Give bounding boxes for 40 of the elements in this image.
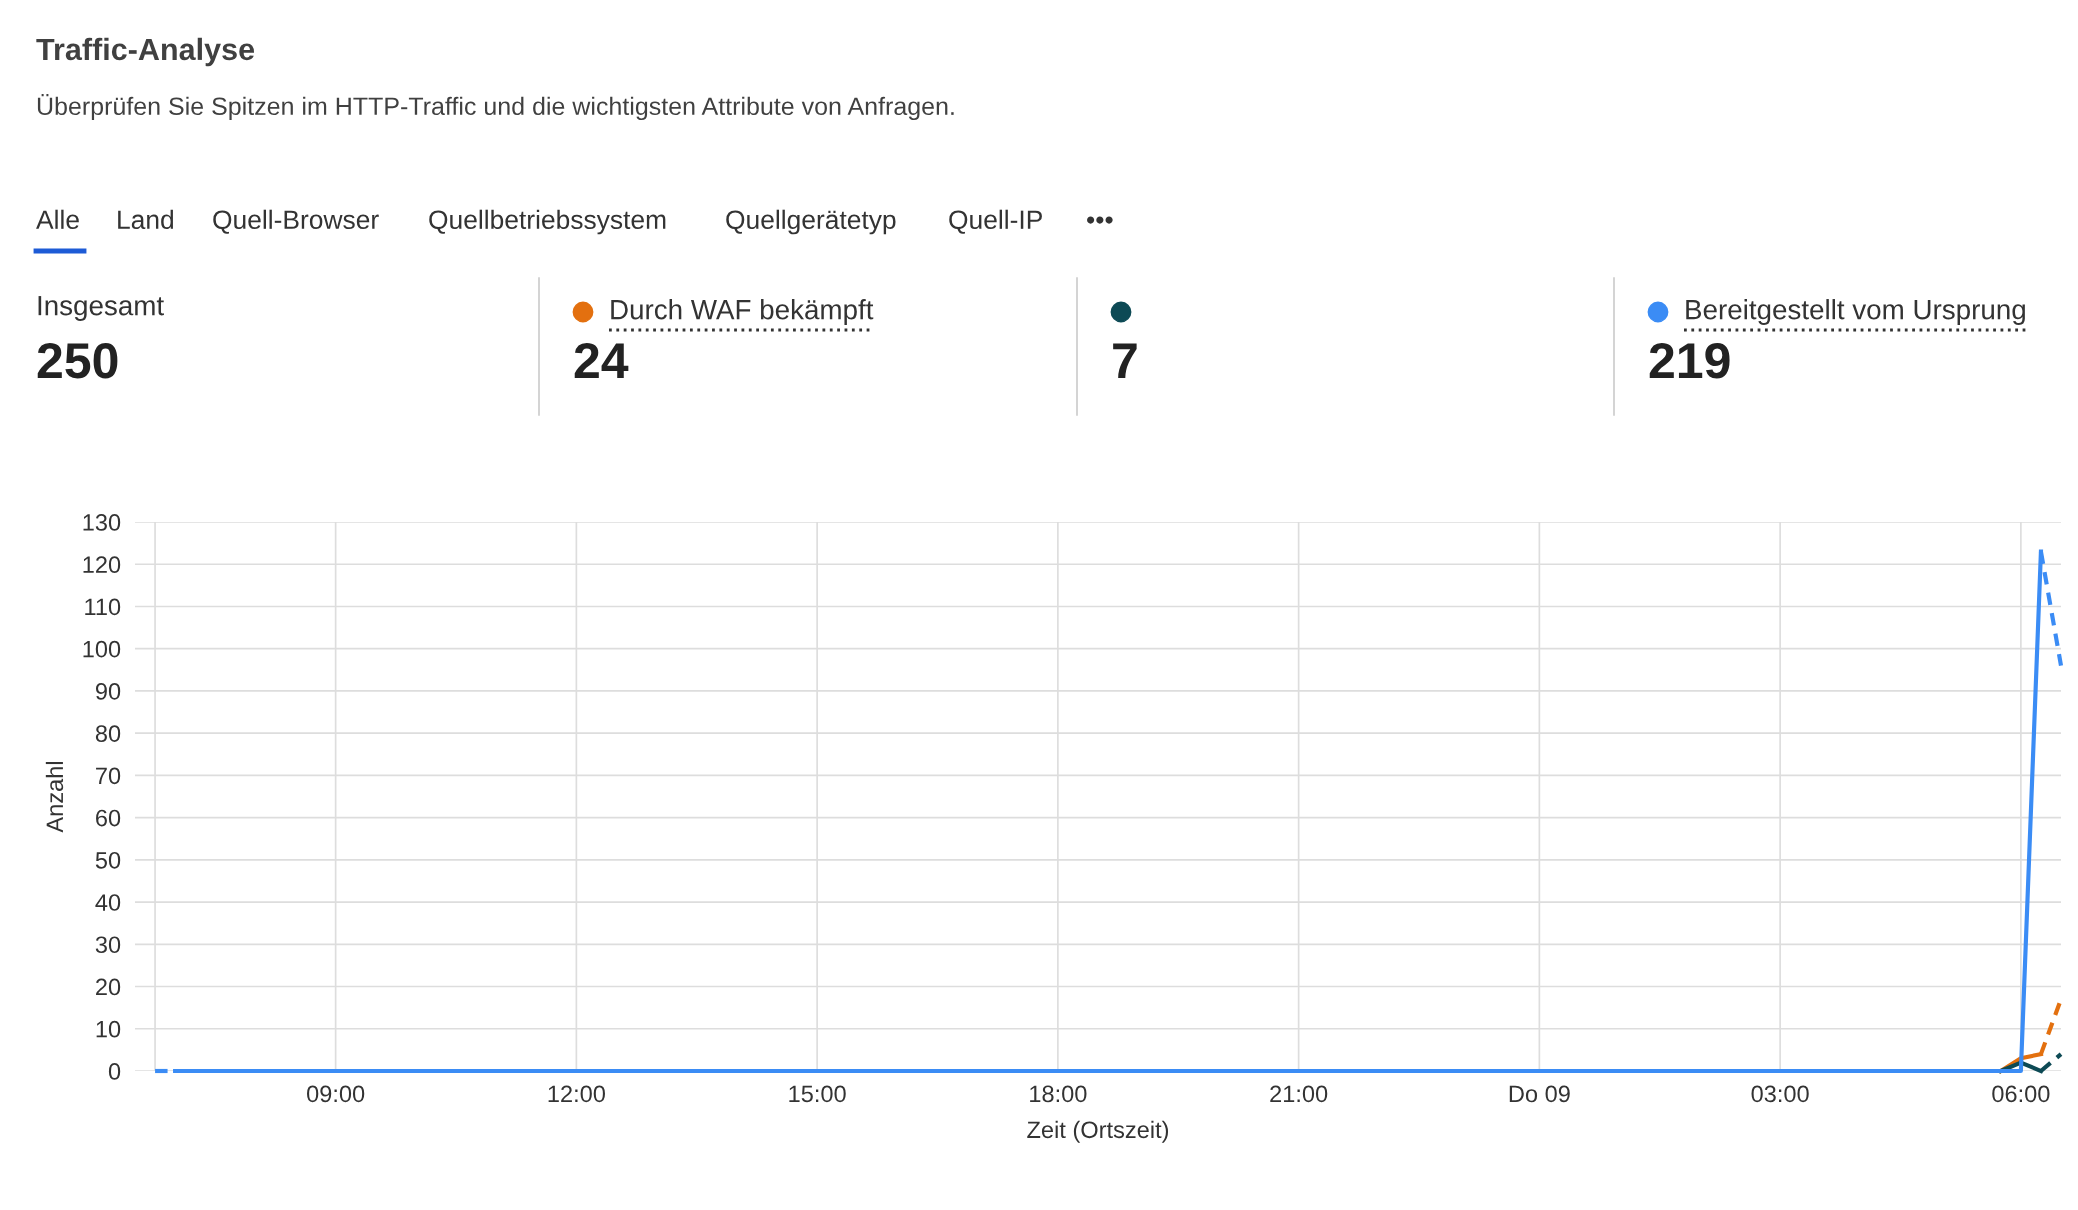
- y-tick-label: 10: [96, 1020, 121, 1038]
- y-tick-label: 110: [85, 598, 121, 616]
- text: •••: [1087, 216, 1113, 224]
- text: Alle: [36, 209, 79, 230]
- x-tick-label: 06:00: [1992, 1085, 2050, 1103]
- chart-title: Traffic-Analyse: [36, 37, 255, 67]
- y-tick-label: 0: [108, 1063, 121, 1080]
- x-tick-label: 03:00: [1751, 1085, 1809, 1103]
- text: Quellbetriebssystem: [429, 209, 666, 235]
- x-tick-label: 12:00: [548, 1085, 605, 1103]
- y-tick-label: 100: [83, 640, 121, 658]
- x-tick-label: 21:00: [1270, 1085, 1328, 1103]
- y-tick-label: 130: [83, 514, 121, 531]
- y-tick-label: 90: [95, 682, 121, 700]
- text: Quellgerätetyp: [726, 209, 896, 235]
- legend-label: Durch WAF bekämpft: [611, 299, 874, 325]
- x-tick-label: 09:00: [307, 1085, 365, 1103]
- x-tick-label: 15:00: [789, 1085, 846, 1103]
- y-tick-label: 120: [83, 556, 121, 574]
- text: Quell-Browser: [213, 209, 379, 234]
- legend-label: Bereitgestellt vom Ursprung: [1686, 299, 2025, 325]
- y-axis-title: Anzahl: [45, 761, 64, 833]
- y-tick-label: 20: [96, 978, 121, 996]
- y-tick-label: 30: [95, 936, 121, 954]
- y-tick-label: 70: [96, 767, 121, 785]
- text: Quell-IP: [949, 209, 1042, 234]
- text: 250: [37, 343, 118, 379]
- text: Land: [118, 209, 173, 230]
- text: Insgesamt: [38, 296, 164, 321]
- text: 24: [574, 343, 629, 378]
- x-axis-title: Zeit (Ortszeit): [1027, 1120, 1169, 1143]
- text: 219: [1649, 343, 1730, 379]
- text: 7: [1113, 343, 1137, 378]
- y-tick-label: 40: [95, 894, 121, 911]
- y-tick-label: 50: [95, 851, 121, 869]
- chart-subtitle: Überprüfen Sie Spitzen im HTTP-Traffic und die wichtigsten Attribute von Anfragen.: [37, 93, 954, 121]
- x-tick-label: Do 09: [1509, 1085, 1570, 1103]
- x-tick-label: 18:00: [1030, 1085, 1087, 1103]
- y-tick-label: 60: [96, 809, 121, 827]
- y-tick-label: 80: [95, 725, 121, 742]
